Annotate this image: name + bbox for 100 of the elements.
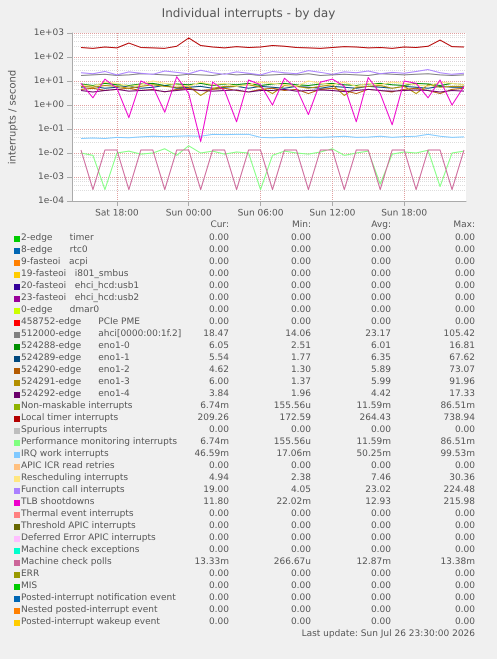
text: 14.06 xyxy=(285,329,311,340)
text: 0.00 xyxy=(370,317,391,328)
y-tick-label: 1e+03 xyxy=(34,28,64,38)
text: 0.00 xyxy=(208,581,229,592)
text: 0.00 xyxy=(370,233,391,244)
text: 0.00 xyxy=(370,605,391,616)
text: 6.35 xyxy=(370,353,391,364)
text: 11.80 xyxy=(203,497,229,508)
text: 3.84 xyxy=(208,389,229,400)
y-axis-title: interrupts / second xyxy=(8,70,18,164)
text: 0.00 xyxy=(208,569,229,580)
text: 6.74m xyxy=(200,437,229,448)
text: 0.00 xyxy=(290,425,311,436)
text: Avg: xyxy=(371,220,391,231)
text: 91.96 xyxy=(449,377,475,388)
text: 0.00 xyxy=(454,305,475,316)
text: 4.42 xyxy=(370,389,391,400)
text: 0.00 xyxy=(290,569,311,580)
text: 0.00 xyxy=(454,245,475,256)
text: 0.00 xyxy=(454,281,475,292)
text: Max: xyxy=(453,220,475,231)
legend-label: Nested posted-interrupt event xyxy=(21,605,158,616)
text: 105.42 xyxy=(444,329,475,340)
y-tick-label: 1e-04 xyxy=(38,196,64,206)
text: 0.00 xyxy=(208,521,229,532)
text: 7.46 xyxy=(370,473,391,484)
legend-label: Rescheduling interrupts xyxy=(21,473,128,484)
text: 73.07 xyxy=(449,365,475,376)
legend-label: 524290-edge eno1-2 xyxy=(21,365,130,376)
text: 4.62 xyxy=(208,365,229,376)
text: 0.00 xyxy=(208,425,229,436)
text: 67.62 xyxy=(449,353,475,364)
text: 99.53m xyxy=(440,449,475,460)
text: 0.00 xyxy=(290,269,311,280)
legend-label: Function call interrupts xyxy=(21,485,125,496)
legend-label: Posted-interrupt wakeup event xyxy=(21,617,160,628)
legend-label: Threshold APIC interrupts xyxy=(21,521,136,532)
text: 4.05 xyxy=(290,485,311,496)
text: 209.26 xyxy=(198,413,229,424)
text: 2.38 xyxy=(290,473,311,484)
legend-label: APIC ICR read retries xyxy=(21,461,115,472)
legend-label: Machine check polls xyxy=(21,557,112,568)
text: 86.51m xyxy=(440,401,475,412)
text: 30.36 xyxy=(449,473,475,484)
text: 0.00 xyxy=(290,593,311,604)
text: 0.00 xyxy=(370,593,391,604)
text: 0.00 xyxy=(290,281,311,292)
text: 0.00 xyxy=(208,305,229,316)
legend-label: 524288-edge eno1-0 xyxy=(21,341,130,352)
text: 0.00 xyxy=(208,461,229,472)
text: 0.00 xyxy=(370,305,391,316)
text: 5.99 xyxy=(370,377,391,388)
text: 0.00 xyxy=(454,617,475,628)
y-tick-label: 1e-03 xyxy=(38,172,64,182)
legend-label: Local timer interrupts xyxy=(21,413,118,424)
text: 0.00 xyxy=(370,509,391,520)
text: 0.00 xyxy=(370,461,391,472)
line-series xyxy=(80,84,465,96)
text: 16.81 xyxy=(449,341,475,352)
text: 0.00 xyxy=(208,533,229,544)
text: 13.38m xyxy=(440,557,475,568)
text: 0.00 xyxy=(290,317,311,328)
x-tick-label: Sun 18:00 xyxy=(381,208,428,218)
text: 0.00 xyxy=(454,293,475,304)
text: Min: xyxy=(292,220,311,231)
text: 0.00 xyxy=(454,605,475,616)
text: 155.56u xyxy=(274,437,311,448)
legend-label: Non-maskable interrupts xyxy=(21,401,132,412)
text: 0.00 xyxy=(208,257,229,268)
text: 0.00 xyxy=(454,593,475,604)
legend-label: 524291-edge eno1-3 xyxy=(21,377,130,388)
text: 0.00 xyxy=(454,269,475,280)
text: 23.17 xyxy=(365,329,391,340)
legend-label: 524292-edge eno1-4 xyxy=(21,389,130,400)
legend-label: 0-edge dmar0 xyxy=(21,305,100,316)
legend-label: Performance monitoring interrupts xyxy=(21,437,178,448)
line-series xyxy=(80,37,465,49)
text: 5.89 xyxy=(370,365,391,376)
x-tick-label: Sat 18:00 xyxy=(95,208,139,218)
text: 0.00 xyxy=(370,569,391,580)
x-tick-label: Sun 00:00 xyxy=(166,208,212,218)
text: 22.02m xyxy=(276,497,311,508)
text: 0.00 xyxy=(454,425,475,436)
text: 215.98 xyxy=(444,497,475,508)
text: 0.00 xyxy=(208,617,229,628)
text: 0.00 xyxy=(370,257,391,268)
text: 0.00 xyxy=(290,293,311,304)
legend-label: 2-edge timer xyxy=(21,233,94,244)
text: 23.02 xyxy=(365,485,391,496)
text: 0.00 xyxy=(370,281,391,292)
legend-label: TLB shootdowns xyxy=(21,497,94,508)
text: 19.00 xyxy=(203,485,229,496)
text: 46.59m xyxy=(194,449,229,460)
text: 0.00 xyxy=(370,269,391,280)
y-tick-label: 1e+00 xyxy=(34,100,64,110)
text: 264.43 xyxy=(360,413,391,424)
text: 1.30 xyxy=(290,365,311,376)
text: 17.06m xyxy=(276,449,311,460)
y-tick-label: 1e+01 xyxy=(34,76,64,86)
text: 0.00 xyxy=(454,581,475,592)
